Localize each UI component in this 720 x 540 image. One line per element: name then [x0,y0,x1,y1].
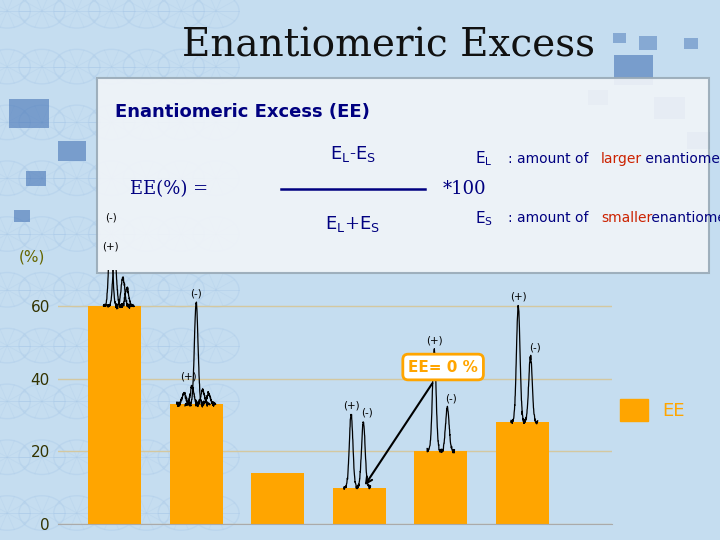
Text: *100: *100 [443,180,487,198]
Text: (-): (-) [104,212,117,222]
Text: larger: larger [601,152,642,166]
Text: : amount of: : amount of [508,212,593,225]
Text: (-): (-) [446,394,457,403]
Bar [614,55,654,85]
Text: EE= 0 %: EE= 0 % [366,360,478,483]
Text: $\mathsf{E_S}$: $\mathsf{E_S}$ [475,209,493,228]
Text: (-): (-) [361,408,373,418]
Text: (+): (+) [343,401,359,411]
Bar [88,306,141,524]
Text: EE(%) =: EE(%) = [130,180,208,198]
Bar [414,451,467,524]
FancyBboxPatch shape [97,78,709,273]
Text: Enantiomeric Excess (EE): Enantiomeric Excess (EE) [115,103,370,120]
Text: (-): (-) [528,343,541,353]
Text: Enantiomeric Excess: Enantiomeric Excess [182,28,595,64]
Text: (%): (%) [19,250,45,265]
Bar [26,171,46,186]
Text: enantiomer: enantiomer [641,152,720,166]
Text: : amount of: : amount of [508,152,593,166]
Bar [684,38,698,49]
Text: (+): (+) [426,335,443,346]
Text: smaller: smaller [601,212,652,225]
Bar [588,90,608,105]
Text: $\mathsf{E_L}$-$\mathsf{E_S}$: $\mathsf{E_L}$-$\mathsf{E_S}$ [330,144,376,164]
Bar [170,404,222,524]
Bar [687,132,710,149]
Bar [58,141,86,161]
Bar [496,422,549,524]
Text: (-): (-) [190,288,202,298]
Bar [251,473,305,524]
Bar [333,488,386,524]
Bar [639,36,657,50]
Text: $\mathsf{E_L}$: $\mathsf{E_L}$ [475,150,492,168]
Bar [613,33,626,43]
Legend: EE: EE [613,392,692,428]
Text: (+): (+) [102,241,119,251]
Bar [654,97,685,119]
Text: (+): (+) [180,372,197,382]
Text: enantiomer: enantiomer [647,212,720,225]
Text: (+): (+) [510,292,526,302]
Bar [14,210,30,222]
Text: $\mathsf{E_L}$+$\mathsf{E_S}$: $\mathsf{E_L}$+$\mathsf{E_S}$ [325,214,380,234]
Bar [9,98,49,128]
